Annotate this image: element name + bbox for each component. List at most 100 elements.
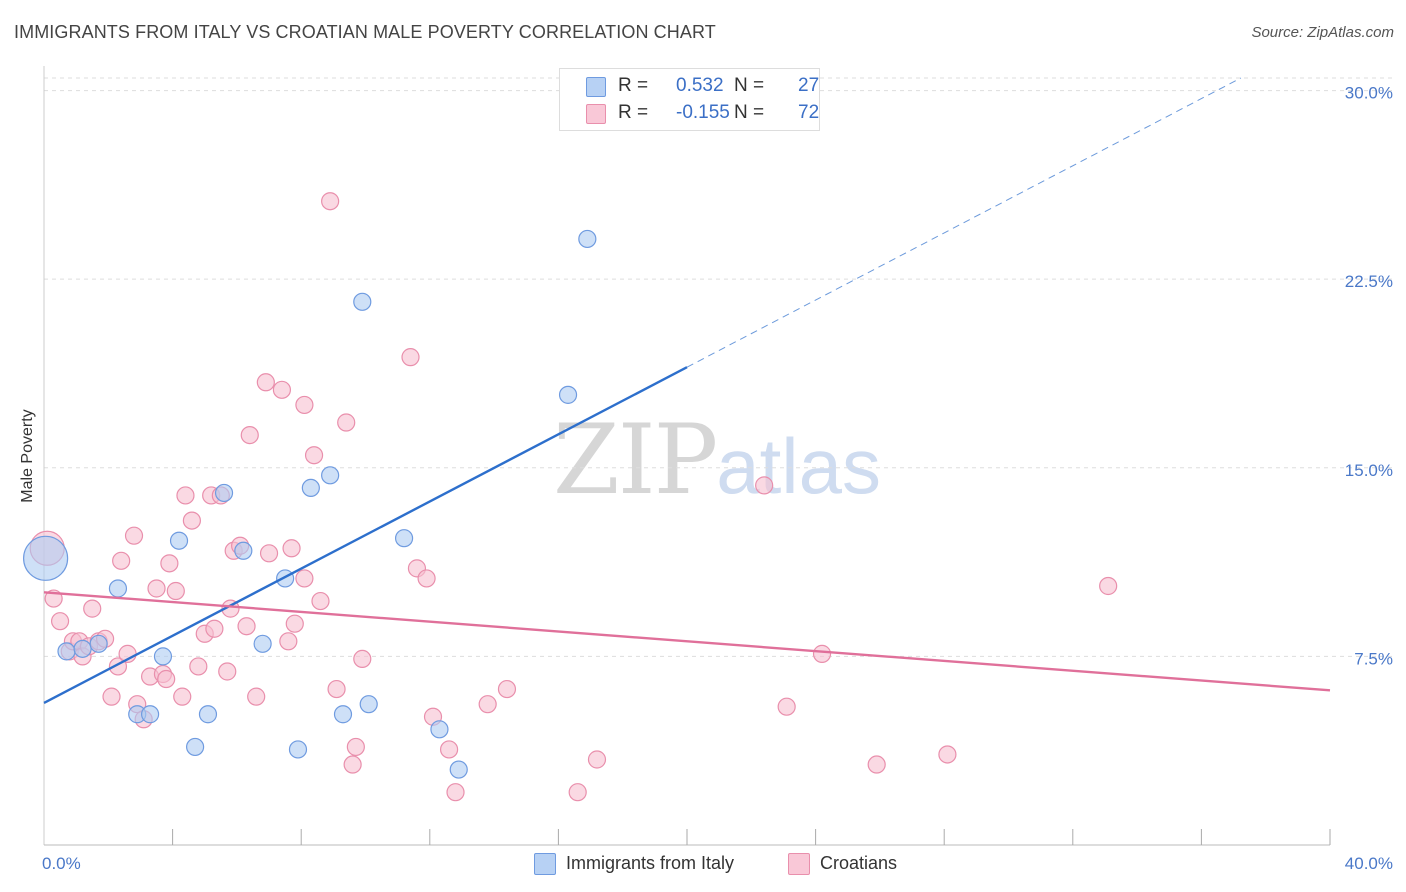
point-italy	[214, 483, 234, 503]
point-croatian	[353, 649, 372, 669]
point-croatian	[124, 526, 144, 545]
legend-r-value: -0.155	[676, 102, 730, 123]
point-italy	[430, 720, 449, 739]
point-croatian	[587, 750, 607, 769]
point-croatian	[1099, 576, 1118, 596]
point-croatian	[812, 644, 832, 663]
point-croatian	[346, 737, 365, 757]
point-italy	[578, 229, 597, 249]
point-croatian	[157, 669, 176, 689]
legend-swatch-croatians	[586, 104, 606, 124]
point-italy	[321, 466, 340, 485]
source-label: Source: ZipAtlas.com	[1251, 24, 1394, 41]
point-croatian	[147, 579, 166, 598]
point-croatian	[247, 687, 266, 706]
point-italy	[333, 705, 353, 724]
legend-r-label: R =	[618, 102, 649, 123]
point-croatian	[337, 413, 356, 432]
point-italy	[198, 705, 218, 724]
point-croatian	[327, 679, 346, 699]
trend-line-croatians	[43, 591, 1331, 692]
point-croatian	[343, 755, 362, 774]
correlation-legend: R = 0.532 N = 27 R = -0.155 N = 72	[559, 68, 820, 131]
point-croatian	[237, 617, 256, 636]
point-croatian	[50, 612, 70, 631]
point-croatian	[439, 740, 459, 759]
point-italy	[57, 642, 76, 661]
chart-title: IMMIGRANTS FROM ITALY VS CROATIAN MALE P…	[14, 22, 716, 42]
point-croatian	[259, 544, 279, 563]
y-tick-label: 7.5%	[1354, 649, 1393, 668]
point-croatian	[938, 745, 957, 764]
point-italy	[449, 760, 468, 779]
x-tick-label: 0.0%	[42, 854, 81, 873]
point-croatian	[321, 192, 340, 211]
legend-n-value: 72	[798, 102, 820, 123]
point-italy	[558, 385, 578, 404]
point-croatian	[401, 348, 420, 367]
point-croatian	[176, 486, 195, 505]
point-croatian	[417, 569, 436, 588]
legend-r-label: R =	[618, 75, 649, 96]
legend-swatch-italy	[586, 77, 606, 97]
legend-r-value: 0.532	[676, 75, 724, 96]
trend-line-italy-extension	[686, 77, 1242, 368]
point-croatian	[446, 783, 465, 802]
point-croatian	[218, 662, 237, 681]
legend-swatch-croatians	[788, 853, 810, 875]
point-croatian	[182, 511, 201, 530]
point-croatian	[568, 783, 587, 802]
point-croatian	[755, 476, 774, 495]
y-tick-label: 30.0%	[1345, 84, 1393, 103]
point-croatian	[83, 599, 102, 618]
point-italy	[353, 292, 372, 311]
point-italy	[140, 705, 160, 724]
point-croatian	[478, 695, 497, 714]
point-croatian	[189, 657, 208, 676]
point-croatian	[777, 697, 796, 716]
legend-label-italy: Immigrants from Italy	[566, 853, 735, 873]
point-italy	[186, 737, 205, 757]
point-italy	[89, 634, 108, 653]
legend-label-croatians: Croatians	[820, 853, 898, 873]
point-italy	[169, 531, 189, 550]
point-croatian	[285, 614, 304, 633]
point-croatian	[112, 551, 131, 570]
point-croatian	[279, 632, 298, 651]
point-croatian	[311, 591, 330, 611]
point-italy	[394, 529, 414, 548]
point-italy	[253, 634, 272, 653]
point-italy	[288, 740, 308, 759]
point-croatian	[867, 755, 886, 774]
point-croatian	[256, 373, 275, 392]
point-croatian	[272, 380, 292, 399]
point-croatian	[240, 425, 259, 445]
point-croatian	[160, 554, 179, 573]
point-italy	[276, 569, 295, 588]
point-italy	[23, 535, 69, 581]
point-croatian	[295, 395, 314, 415]
point-croatian	[173, 687, 192, 706]
legend-n-label: N =	[734, 75, 765, 96]
legend-n-label: N =	[734, 102, 765, 123]
point-croatian	[102, 687, 121, 706]
point-italy	[301, 478, 320, 498]
point-italy	[73, 639, 92, 658]
legend-n-value: 27	[798, 75, 820, 96]
point-italy	[359, 695, 378, 714]
trend-line-italy	[43, 366, 688, 704]
point-croatian	[205, 619, 224, 638]
point-croatian	[497, 679, 517, 699]
y-tick-label: 15.0%	[1345, 461, 1393, 480]
x-tick-label: 40.0%	[1345, 854, 1393, 873]
point-italy	[108, 579, 128, 598]
legend-swatch-italy	[534, 853, 556, 875]
y-tick-label: 22.5%	[1345, 272, 1393, 291]
point-croatian	[295, 569, 314, 588]
point-italy	[153, 647, 173, 666]
point-croatian	[304, 446, 324, 465]
point-croatian	[282, 539, 301, 558]
point-croatian	[166, 581, 185, 601]
point-italy	[234, 541, 253, 560]
